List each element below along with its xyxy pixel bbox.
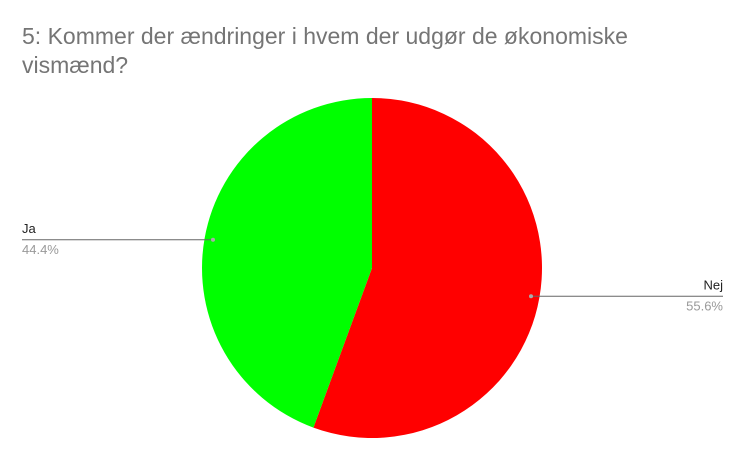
leader-dot [210,237,215,242]
slice-label: Nej [703,278,723,293]
pie-slice [313,98,543,438]
slice-value-label: 55.6% [686,299,723,314]
chart-title: 5: Kommer der ændringer i hvem der udgør… [22,23,628,78]
slice-label: Ja [22,221,37,236]
pie-slice [202,98,372,428]
leader-dot [529,294,534,299]
slice-value-label: 44.4% [22,242,59,257]
